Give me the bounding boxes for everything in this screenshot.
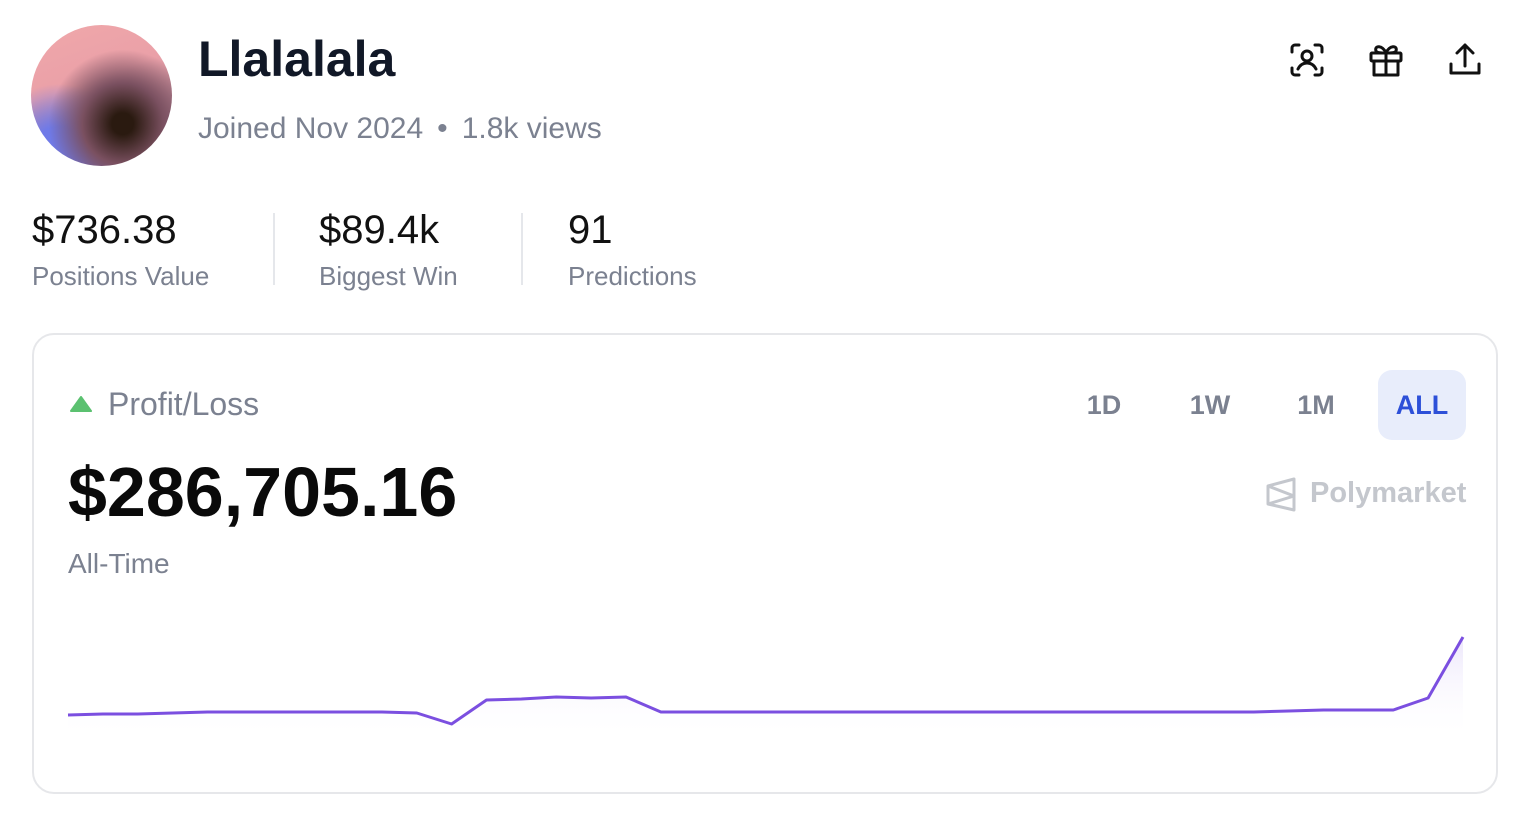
joined: Joined Nov 2024 — [198, 112, 424, 145]
divider — [521, 213, 523, 285]
views: 1.8k views — [461, 112, 602, 145]
share-icon[interactable] — [1445, 40, 1485, 80]
separator-dot: • — [437, 112, 448, 145]
stat-value: 91 — [568, 208, 613, 252]
card-title: Profit/Loss — [108, 386, 260, 422]
user-meta: Joined Nov 2024 • 1.8k views — [198, 112, 602, 146]
time-tab[interactable]: ALL — [1378, 370, 1466, 440]
time-tab[interactable]: 1W — [1189, 389, 1231, 420]
scan-icon[interactable] — [1287, 40, 1327, 80]
stat: $89.4k Biggest Win — [319, 208, 458, 292]
stat-label: Positions Value — [32, 261, 210, 291]
up-indicator — [70, 396, 92, 412]
brand-logo — [1266, 477, 1296, 512]
divider — [273, 213, 275, 285]
stat-label: Biggest Win — [319, 261, 458, 291]
stat-label: Predictions — [568, 261, 697, 291]
user-name: Llalalala — [198, 31, 396, 87]
stat: 91 Predictions — [568, 208, 697, 292]
stat-value: $736.38 — [32, 208, 177, 252]
pnl-amount: $286,705.16 — [68, 453, 458, 531]
gift-icon[interactable] — [1366, 40, 1406, 80]
pnl-period: All-Time — [68, 548, 170, 579]
stat-value: $89.4k — [319, 208, 440, 252]
brand-name: Polymarket — [1310, 477, 1467, 509]
pnl-card — [32, 333, 1498, 794]
time-tab[interactable]: 1M — [1297, 389, 1335, 420]
stat: $736.38 Positions Value — [32, 208, 209, 292]
avatar[interactable] — [31, 25, 172, 166]
time-tab[interactable]: 1D — [1086, 389, 1122, 420]
